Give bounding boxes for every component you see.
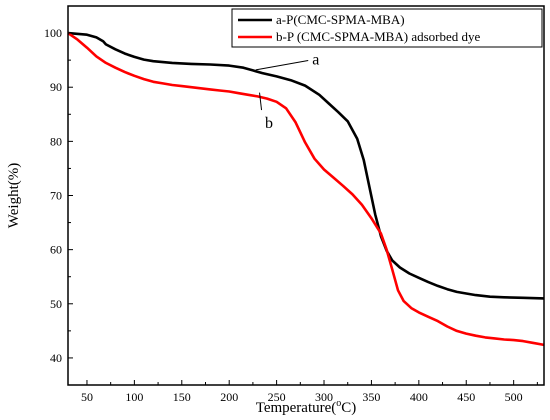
annotation-label-b: b: [265, 115, 273, 132]
x-tick-label-450: 450: [457, 390, 475, 404]
legend-entry-a: a-P(CMC-SPMA-MBA): [276, 12, 405, 27]
y-tick-label-40: 40: [50, 351, 62, 365]
annotation-leader-a: [255, 59, 309, 71]
y-tick-label-60: 60: [50, 243, 62, 257]
x-tick-label-150: 150: [173, 390, 191, 404]
y-tick-label-100: 100: [44, 26, 62, 40]
y-tick-label-70: 70: [50, 189, 62, 203]
legend: a-P(CMC-SPMA-MBA) b-P (CMC-SPMA-MBA) ads…: [231, 8, 543, 48]
x-tick-label-100: 100: [125, 390, 143, 404]
x-axis-title-degree: o: [336, 398, 341, 409]
x-tick-label-500: 500: [505, 390, 523, 404]
y-axis-title: Weight(%): [6, 163, 22, 228]
x-tick-label-250: 250: [268, 390, 286, 404]
x-tick-label-200: 200: [220, 390, 238, 404]
legend-box: [231, 8, 543, 48]
y-tick-label-50: 50: [50, 297, 62, 311]
x-axis-title-unit: C): [341, 400, 356, 416]
y-tick-label-90: 90: [50, 80, 62, 94]
x-tick-label-350: 350: [362, 390, 380, 404]
annotations: a b: [255, 51, 319, 132]
legend-entry-b: b-P (CMC-SPMA-MBA) adsorbed dye: [276, 29, 480, 44]
y-tick-label-80: 80: [50, 134, 62, 148]
x-axis-title-main: Temperature(: [256, 400, 337, 416]
x-tick-label-400: 400: [410, 390, 428, 404]
series-line-a: [67, 31, 545, 300]
x-axis-title: Temperature(oC): [256, 398, 357, 416]
ticks-layer: 50 100 150 200 250 300 350 400 450 500 40 50 60 70 80 9…: [44, 26, 538, 404]
annotation-label-a: a: [312, 51, 319, 68]
series-layer: [67, 31, 545, 347]
series-line-b: [67, 32, 545, 347]
annotation-leader-b: [259, 92, 263, 111]
x-tick-label-50: 50: [81, 390, 93, 404]
x-tick-label-300: 300: [315, 390, 333, 404]
plot-frame: [67, 5, 545, 386]
